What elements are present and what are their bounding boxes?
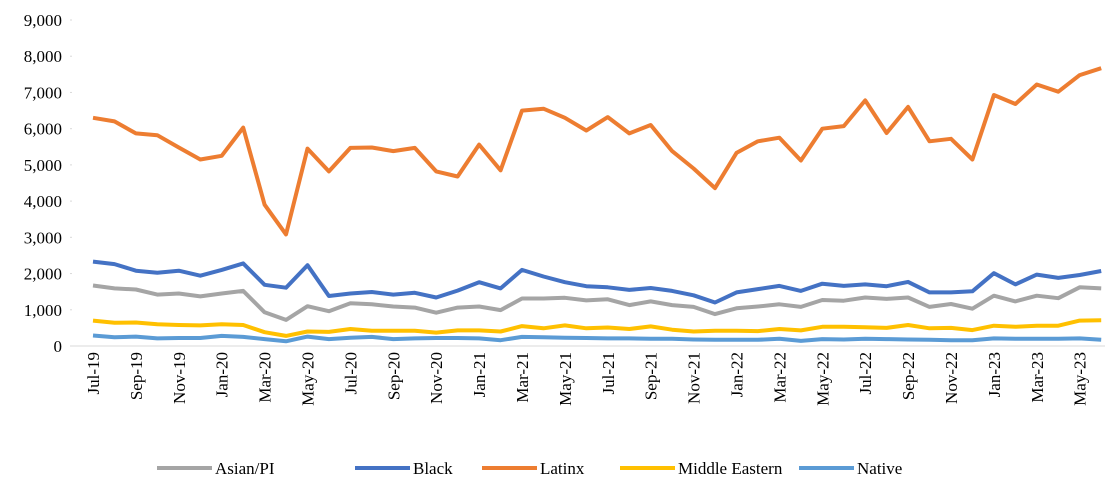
x-tick-label: Mar-22 — [770, 352, 789, 403]
legend-label: Black — [413, 459, 453, 478]
x-tick-label: Jul-19 — [84, 352, 103, 395]
x-tick-label: Jan-23 — [985, 352, 1004, 397]
x-tick-label: Sep-20 — [384, 352, 403, 400]
x-tick-label: Sep-19 — [127, 352, 146, 400]
y-tick-label: 0 — [54, 337, 63, 356]
x-tick-label: Nov-20 — [427, 352, 446, 404]
x-tick-label: Jan-20 — [213, 352, 232, 397]
y-tick-label: 8,000 — [24, 47, 62, 66]
y-tick-label: 2,000 — [24, 265, 62, 284]
x-tick-label: Nov-21 — [685, 352, 704, 404]
x-tick-label: Nov-19 — [170, 352, 189, 404]
series-line — [92, 333, 1102, 344]
y-tick-label: 9,000 — [24, 11, 62, 30]
x-tick-label: May-23 — [1071, 352, 1090, 406]
x-tick-label: Jan-21 — [470, 352, 489, 397]
y-tick-label: 5,000 — [24, 156, 62, 175]
x-tick-label: Jan-22 — [728, 352, 747, 397]
x-tick-label: May-22 — [813, 352, 832, 406]
legend-label: Native — [857, 459, 902, 478]
x-tick-label: Mar-20 — [256, 352, 275, 403]
x-tick-label: Sep-22 — [899, 352, 918, 400]
x-tick-label: May-20 — [299, 352, 318, 406]
x-tick-label: Jul-21 — [599, 352, 618, 395]
x-tick-label: Jul-20 — [341, 352, 360, 395]
y-tick-label: 1,000 — [24, 301, 62, 320]
x-tick-label: Jul-22 — [856, 352, 875, 395]
series-line — [92, 66, 1102, 237]
series-line — [92, 283, 1102, 322]
y-tick-label: 4,000 — [24, 192, 62, 211]
x-tick-label: Sep-21 — [642, 352, 661, 400]
series-line — [92, 259, 1102, 305]
x-tick-label: Mar-21 — [513, 352, 532, 403]
legend-label: Latinx — [540, 459, 585, 478]
y-tick-label: 6,000 — [24, 120, 62, 139]
y-tick-label: 7,000 — [24, 83, 62, 102]
x-tick-label: Mar-23 — [1028, 352, 1047, 403]
legend-label: Asian/PI — [215, 459, 275, 478]
y-tick-label: 3,000 — [24, 228, 62, 247]
x-tick-label: Nov-22 — [942, 352, 961, 404]
x-tick-label: May-21 — [556, 352, 575, 406]
legend-label: Middle Eastern — [678, 459, 783, 478]
series-line — [92, 318, 1102, 338]
